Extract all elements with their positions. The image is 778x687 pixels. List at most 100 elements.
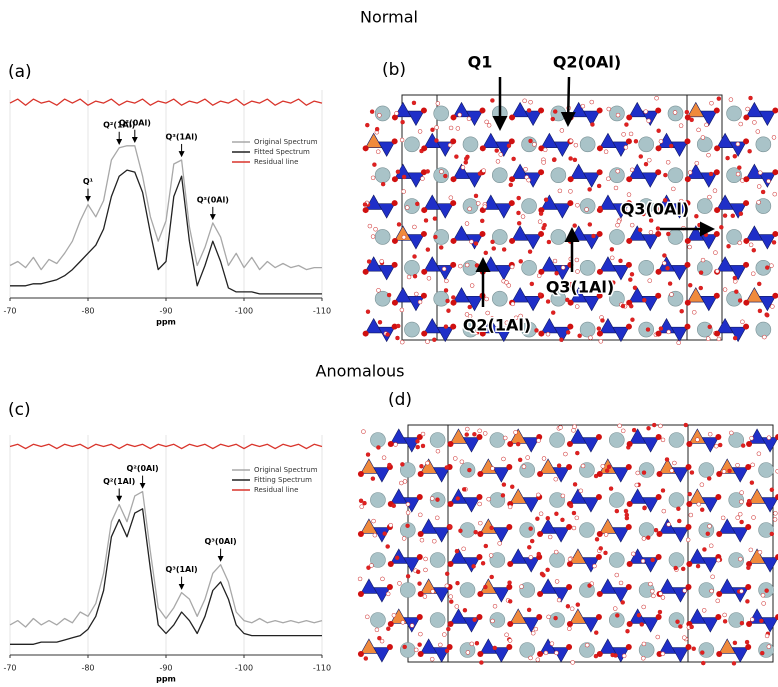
water	[690, 471, 694, 475]
water	[588, 584, 592, 588]
cation	[669, 433, 684, 448]
water	[546, 516, 550, 520]
water	[759, 619, 763, 623]
water	[646, 536, 650, 540]
water	[642, 471, 646, 475]
water	[546, 332, 550, 336]
water	[561, 494, 565, 498]
water	[476, 201, 480, 205]
tetrahedron	[762, 558, 778, 572]
water	[615, 223, 619, 227]
cation	[492, 291, 507, 306]
oxygen	[363, 269, 369, 275]
oxygen	[507, 561, 513, 567]
water	[414, 292, 418, 296]
water	[723, 288, 727, 292]
water	[649, 230, 653, 234]
oxygen	[714, 293, 720, 299]
water	[552, 158, 556, 162]
oxygen	[421, 293, 427, 299]
water	[699, 271, 703, 275]
water	[435, 516, 439, 520]
water	[557, 464, 561, 468]
oxygen	[714, 145, 720, 151]
oxygen	[448, 561, 454, 567]
oxygen	[597, 591, 603, 597]
water	[433, 217, 437, 221]
water	[736, 172, 740, 176]
water	[700, 508, 704, 512]
water	[738, 512, 742, 516]
water	[462, 547, 466, 551]
annotation: Q³(0Al)	[205, 537, 237, 546]
water	[750, 436, 754, 440]
water	[615, 509, 619, 513]
oxygen	[392, 262, 398, 268]
water	[442, 267, 446, 271]
water	[470, 240, 474, 244]
oxygen	[743, 238, 749, 244]
water	[531, 631, 535, 635]
water	[446, 299, 450, 303]
water	[464, 160, 468, 164]
water	[695, 161, 699, 165]
water	[650, 589, 654, 593]
x-tick-label: -100	[235, 307, 253, 316]
water	[406, 524, 410, 528]
tetrahedron	[366, 133, 382, 147]
water	[745, 599, 749, 603]
oxygen	[536, 614, 542, 620]
water	[642, 537, 646, 541]
water	[591, 234, 595, 238]
water	[770, 532, 774, 536]
water	[689, 513, 693, 517]
tetrahedron	[702, 558, 718, 572]
water	[732, 661, 736, 665]
water	[405, 206, 409, 210]
water	[438, 643, 442, 647]
tetrahedron	[613, 468, 629, 482]
water	[448, 525, 452, 529]
oxygen	[627, 501, 633, 507]
annotation: Q²(1Al)	[103, 477, 135, 486]
water	[473, 618, 477, 622]
water	[519, 259, 523, 263]
water	[581, 464, 585, 468]
oxygen	[685, 300, 691, 306]
water	[575, 258, 579, 262]
water	[478, 521, 482, 525]
water	[553, 110, 557, 114]
cation	[463, 137, 478, 152]
water	[729, 431, 733, 435]
legend-label: Residual line	[254, 158, 298, 166]
water	[733, 336, 737, 340]
legend-label: Residual line	[254, 486, 298, 494]
water	[619, 581, 623, 585]
oxygen	[626, 464, 632, 470]
annotation: Q³(1Al)	[166, 565, 198, 574]
water	[748, 149, 752, 153]
water	[575, 451, 579, 455]
oxygen	[509, 138, 515, 144]
water	[615, 573, 619, 577]
water	[662, 254, 666, 258]
tetrahedron	[732, 468, 748, 482]
oxygen	[743, 176, 749, 182]
water	[490, 98, 494, 102]
water	[740, 320, 744, 324]
tetrahedron	[541, 133, 557, 147]
water	[578, 334, 582, 338]
tetrahedron	[570, 549, 586, 563]
oxygen	[686, 561, 692, 567]
water	[659, 592, 663, 596]
tetrahedron	[366, 257, 382, 271]
tetrahedron	[671, 327, 687, 341]
water	[446, 309, 450, 313]
water	[465, 427, 469, 431]
water	[733, 276, 737, 280]
water	[449, 600, 453, 604]
water	[761, 593, 765, 597]
water	[554, 651, 558, 655]
tetrahedron	[395, 288, 411, 302]
oxygen	[596, 614, 602, 620]
